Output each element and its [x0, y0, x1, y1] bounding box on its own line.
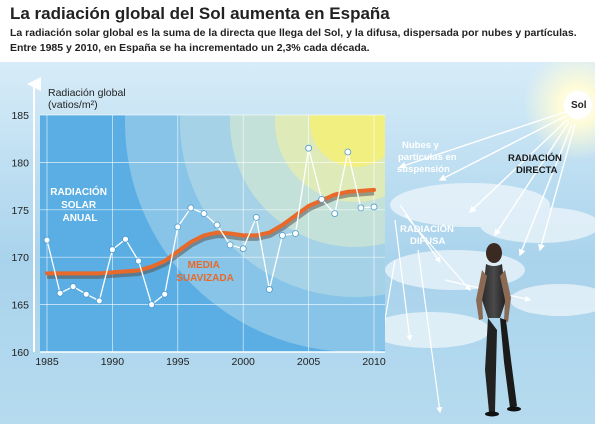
annual-point-1999 — [226, 241, 234, 249]
smoothed-series-label: MEDIA SUAVIZADA — [176, 260, 234, 284]
y-axis-label: Radiación global (vatios/m²) — [48, 87, 129, 111]
annual-point-1993 — [148, 301, 156, 309]
annual-point-1997 — [200, 210, 208, 217]
annual-point-1995 — [174, 223, 182, 231]
x-tick-1990: 1990 — [101, 356, 125, 368]
direct-radiation-arrows — [398, 111, 576, 257]
annual-point-2009 — [357, 204, 365, 212]
annual-point-2006 — [318, 195, 326, 203]
page-title: La radiación global del Sol aumenta en E… — [10, 4, 390, 23]
annual-point-1987 — [69, 283, 77, 290]
sun-ring-5 — [310, 115, 385, 167]
walking-woman-figure — [476, 243, 521, 417]
annual-series — [43, 144, 378, 309]
annual-point-1998 — [213, 221, 221, 229]
x-tick-2000: 2000 — [232, 356, 256, 368]
x-tick-2005: 2005 — [297, 356, 321, 368]
annual-point-1986 — [56, 289, 64, 297]
sun-label: Sol — [571, 100, 587, 111]
annual-point-2005 — [305, 144, 313, 152]
y-tick-175: 175 — [11, 205, 29, 217]
y-tick-180: 180 — [11, 157, 29, 169]
annual-point-2002 — [265, 286, 273, 293]
annual-point-2004 — [292, 230, 299, 237]
annual-point-1994 — [161, 290, 169, 298]
direct-radiation-label: RADIACIÓN DIRECTA — [508, 152, 564, 176]
y-tick-170: 170 — [11, 252, 29, 264]
y-tick-165: 165 — [11, 300, 29, 312]
annual-point-1985 — [43, 236, 51, 244]
annual-point-2000 — [239, 245, 247, 253]
annual-point-1996 — [187, 204, 195, 212]
subtitle-line-2: Entre 1985 y 2010, en España se ha incre… — [10, 42, 370, 54]
annual-point-1991 — [122, 235, 129, 243]
diffuse-radiation-label: RADIACIÓN DIFUSA — [400, 223, 456, 247]
annual-point-1990 — [109, 246, 116, 254]
annual-point-2001 — [252, 213, 260, 221]
x-tick-2010: 2010 — [362, 356, 386, 368]
annual-point-2010 — [370, 203, 378, 211]
y-tick-labels: 160 165 170 175 180 185 — [11, 110, 29, 359]
annual-point-2008 — [344, 148, 352, 156]
sun-icon — [564, 91, 592, 119]
cloud-layer — [370, 183, 595, 348]
y-tick-185: 185 — [11, 110, 29, 122]
sun-glow — [523, 50, 595, 160]
x-tick-1995: 1995 — [166, 356, 190, 368]
annual-point-2007 — [331, 210, 339, 217]
annual-series-line — [46, 147, 375, 306]
chart-grid — [40, 114, 385, 352]
clouds-label: Nubes y partículas en suspensión — [397, 140, 459, 175]
y-tick-160: 160 — [11, 347, 29, 359]
subtitle-line-1: La radiación solar global es la suma de … — [10, 27, 577, 39]
x-tick-labels: 1985 1990 1995 2000 2005 2010 — [35, 356, 386, 368]
annual-point-1992 — [135, 257, 142, 265]
annual-point-1988 — [82, 290, 90, 298]
radiation-chart: 160 165 170 175 180 185 1985 1990 1995 2000 2005 2… — [11, 77, 386, 368]
x-tick-1985: 1985 — [35, 356, 59, 368]
annual-point-2003 — [279, 231, 286, 239]
annual-point-1989 — [95, 297, 103, 305]
annual-series-label: RADIACIÓN SOLAR ANUAL — [50, 185, 109, 224]
header: La radiación global del Sol aumenta en E… — [0, 0, 595, 62]
